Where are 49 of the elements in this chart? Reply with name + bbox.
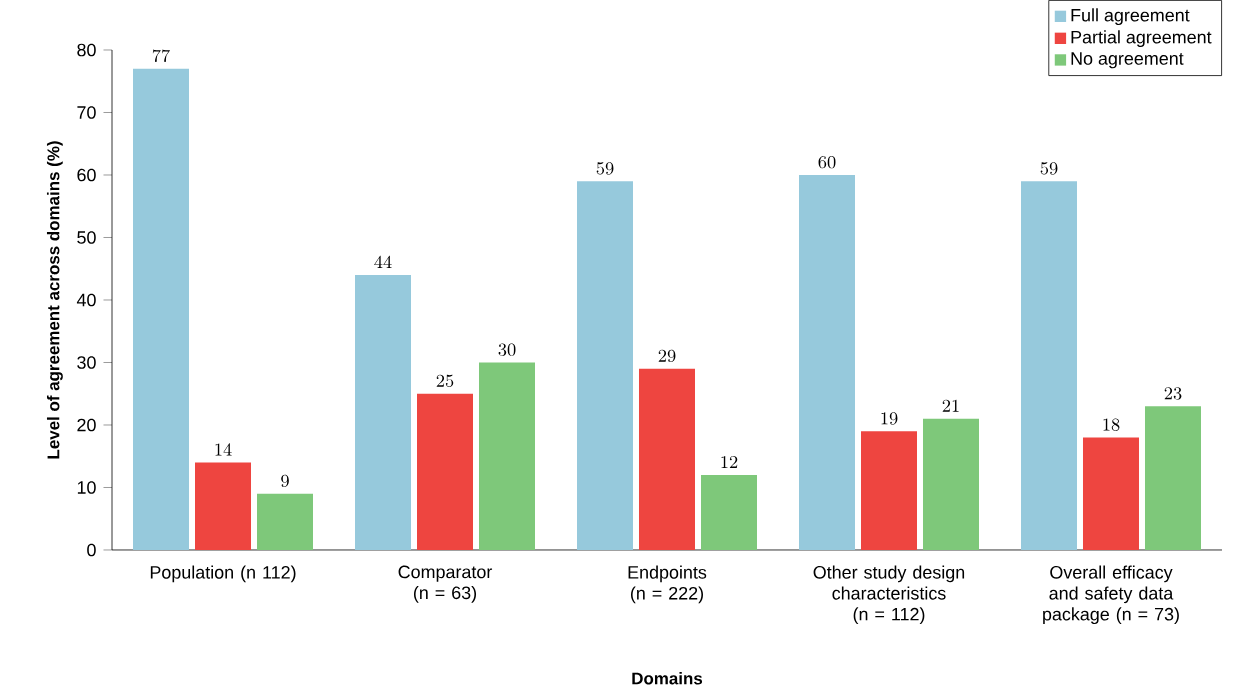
legend-label: No agreement [1071, 52, 1184, 69]
bar [417, 393, 473, 550]
bar [639, 368, 695, 550]
y-tick-label: 60 [77, 168, 96, 182]
bar [257, 493, 313, 550]
bar [701, 474, 757, 550]
y-tick-label: 40 [76, 293, 96, 307]
y-tick-label: 70 [77, 106, 96, 119]
x-tick-label: Comparator (n = 63) [398, 565, 493, 603]
bar [861, 431, 917, 550]
x-tick-label: Population (n 112) [150, 565, 296, 583]
bar [195, 462, 251, 550]
bar [577, 181, 633, 550]
data-label: 12 [721, 455, 738, 468]
x-tick-label: Overall efficacy and safety data package (n = 73) [1043, 565, 1179, 625]
bar [355, 274, 411, 550]
data-label: 23 [1164, 387, 1182, 400]
data-label: 21 [942, 399, 959, 412]
y-axis-title: Level of agreement across domains (%) [46, 141, 63, 459]
bar [923, 418, 979, 550]
bar [1083, 437, 1139, 550]
data-label: 77 [152, 49, 170, 63]
legend-label: Full agreement [1071, 8, 1190, 26]
data-label: 14 [215, 443, 232, 456]
data-label: 59 [1040, 162, 1058, 175]
bar [133, 68, 189, 550]
data-label: 18 [1103, 418, 1120, 431]
bar [479, 362, 535, 550]
x-axis-title: Domains [632, 671, 703, 685]
data-label: 60 [818, 155, 836, 169]
data-label: 30 [498, 343, 516, 356]
y-tick-label: 30 [77, 356, 96, 369]
y-tick-label: 20 [77, 418, 96, 432]
y-tick-label: 10 [77, 481, 96, 494]
bar [1021, 181, 1077, 550]
data-label: 59 [596, 162, 614, 175]
x-tick-label: Other study design characteristics (n = 112) [813, 565, 965, 625]
data-label: 25 [436, 374, 454, 388]
x-tick-label: Endpoints (n = 222) [628, 565, 707, 604]
bar [799, 174, 855, 550]
data-label: 44 [374, 255, 392, 268]
legend-label: Partial agreement [1071, 30, 1212, 47]
y-tick-label: 0 [87, 543, 96, 557]
bar [1145, 406, 1201, 550]
data-label: 19 [881, 412, 898, 425]
data-label: 29 [658, 349, 676, 363]
data-label: 9 [281, 474, 289, 488]
y-tick-label: 50 [77, 231, 96, 244]
y-tick-label: 80 [77, 43, 96, 57]
